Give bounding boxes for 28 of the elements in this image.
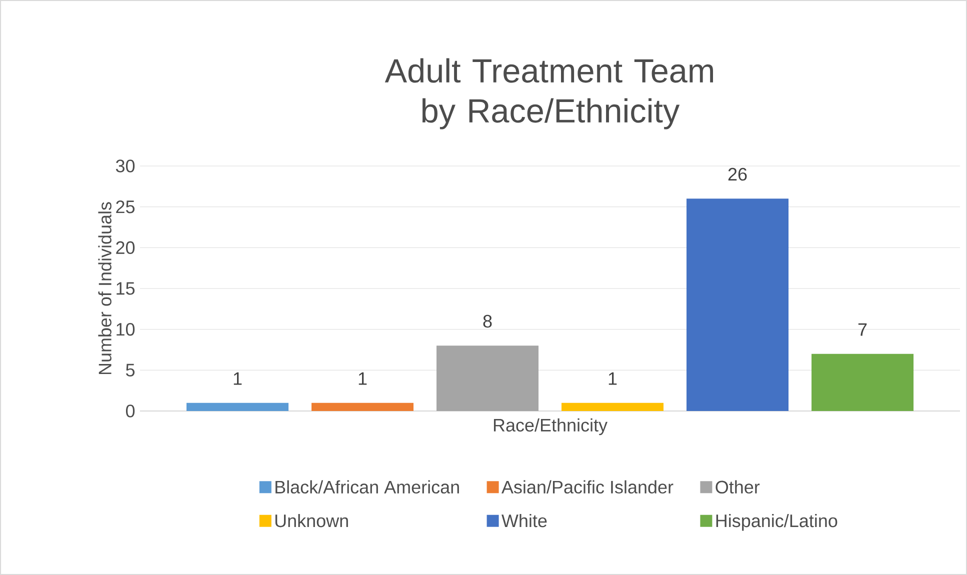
- legend-label: White: [502, 514, 547, 528]
- legend-label: Asian/Pacific Islander: [502, 480, 674, 494]
- legend-label: Other: [716, 480, 760, 494]
- bar: [186, 402, 289, 411]
- y-tick-label: 30: [116, 160, 135, 172]
- bar: [312, 402, 414, 411]
- x-axis-title: Race/Ethnicity: [494, 418, 608, 436]
- data-label: 1: [234, 372, 242, 385]
- bar: [812, 354, 914, 411]
- y-axis-title: Number of Individuals: [98, 202, 112, 374]
- y-tick-label: 10: [116, 322, 135, 336]
- y-tick-label: 25: [116, 200, 135, 214]
- data-label: 26: [728, 168, 747, 181]
- bar: [686, 198, 789, 411]
- legend-label: Unknown: [275, 514, 348, 528]
- legend-label: Hispanic/Latino: [716, 514, 838, 531]
- bar: [436, 346, 539, 411]
- data-label: 8: [483, 314, 492, 328]
- chart-title: Adult Treatment Team by Race/Ethnicity: [384, 58, 713, 130]
- data-label: 7: [858, 323, 867, 336]
- y-tick-label: 20: [116, 241, 135, 254]
- y-tick-label: 5: [126, 364, 135, 376]
- data-label: 1: [358, 372, 367, 385]
- legend-label: Black/African American: [276, 480, 459, 494]
- y-tick-label: 15: [116, 282, 135, 295]
- y-tick-label: 0: [126, 404, 135, 418]
- bar: [562, 402, 664, 411]
- data-label: 1: [608, 372, 617, 385]
